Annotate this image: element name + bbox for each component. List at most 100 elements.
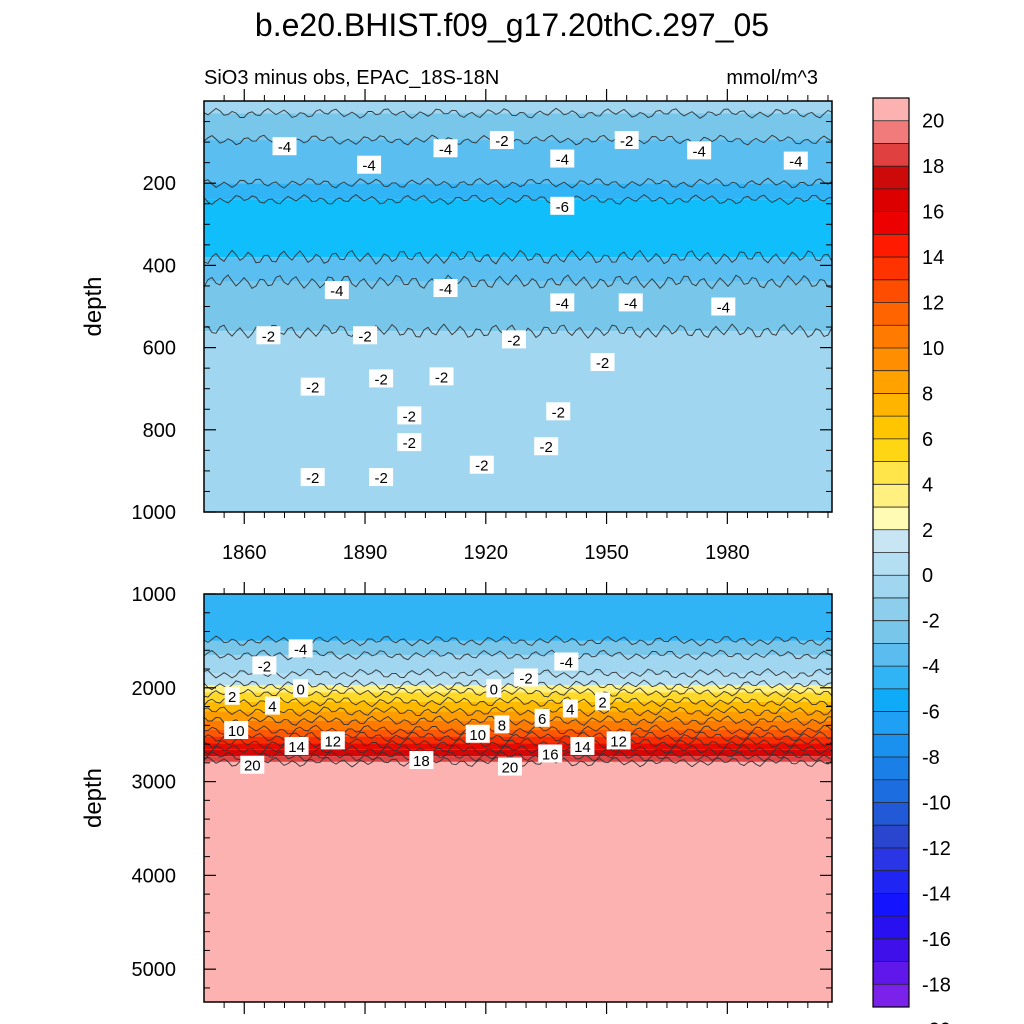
colorbar-swatch [873,938,909,962]
contour-band [204,281,832,332]
contour-label-box [256,326,281,345]
contour-label-box [494,715,510,734]
contour-label-box [293,679,309,698]
contour-label: -2 [397,406,422,425]
contour-label-box [300,468,325,487]
x-tick-label: 1980 [705,542,750,564]
contour-line [204,715,832,727]
y-tick-label: 2000 [132,678,177,700]
contour-label-box [711,297,736,316]
colorbar-label: -4 [922,656,940,678]
colorbar-swatch [873,98,909,122]
contour-label-text: -4 [556,152,569,169]
contour-label: 18 [409,751,434,770]
colorbar-label: 6 [922,429,933,451]
colorbar-label: -20 [922,1020,951,1024]
y-tick-label: 1000 [132,502,177,524]
contour-label: 10 [465,724,490,744]
contour-line [204,194,832,206]
colorbar-swatch [873,529,909,553]
contour-band [204,749,832,757]
contour-label: -4 [711,297,736,317]
colorbar-swatch [873,802,909,826]
contour-label-text: -2 [403,435,416,452]
contour-band [204,761,832,1002]
contour-line [204,737,832,749]
contour-label-text: -4 [556,295,569,312]
contour-label-text: 8 [498,717,506,734]
contour-label-box [300,377,325,396]
contour-label-text: -4 [439,281,452,298]
contour-label-text: 0 [296,681,304,698]
contour-label-box [783,151,808,170]
colorbar-swatch [873,438,909,462]
contour-label-box [429,367,454,386]
contour-band [204,736,832,744]
colorbar-swatch [873,847,909,872]
contour-label-text: -4 [294,641,307,658]
plot-frame [203,593,833,1003]
contour-label-text: -2 [519,670,532,687]
colorbar-label: 20 [922,111,944,133]
contour-band [204,331,832,512]
contour-label: 12 [320,731,345,750]
colorbar-label: 18 [922,156,944,178]
colorbar-swatch [873,416,909,440]
contour-label-box [614,131,639,150]
contour-band [204,654,832,674]
contour-label: -4 [554,652,579,672]
colorbar-label: -10 [922,792,951,814]
contour-label-text: -4 [362,158,375,175]
contour-label: -2 [534,437,559,456]
contour-label: 0 [486,679,502,698]
colorbar-label: 8 [922,383,933,405]
contour-label: 6 [534,708,550,728]
contour-label: -2 [546,402,571,421]
colorbar-label: -16 [922,929,951,951]
contour-label-box [353,326,378,345]
contour-label-text: 18 [413,753,430,770]
contour-label-text: -2 [475,458,488,475]
contour-label: -2 [501,330,526,349]
contour-label: -2 [469,455,494,475]
contour-label-text: -4 [330,283,343,300]
contour-line [204,107,832,119]
colorbar-swatch [873,825,909,849]
contour-label-text: -4 [278,139,291,156]
contour-label-box [618,293,643,312]
contour-label: -2 [397,433,422,452]
colorbar-label: -14 [922,883,951,905]
contour-label-box [324,281,349,300]
contour-label: -2 [614,131,639,150]
contour-label-box [538,744,563,763]
colorbar-swatch [873,916,909,940]
contour-label: -2 [369,468,394,487]
colorbar-label: -12 [922,838,951,860]
contour-label-box [546,402,571,421]
contour-label-text: -2 [552,404,565,421]
contour-label-text: 16 [542,746,559,763]
colorbar-swatch [873,325,909,349]
contour-label-text: 20 [244,758,261,775]
contour-label-box [320,731,345,750]
chart-subtitle-left: SiO3 minus obs, EPAC_18S-18N [204,67,499,89]
colorbar-label: 0 [922,565,933,587]
contour-label: 20 [497,757,522,777]
colorbar-swatch [873,757,909,781]
colorbar-swatch [873,870,909,894]
contour-label-text: -2 [540,439,553,456]
contour-label-text: -2 [258,658,271,675]
y-tick-label: 1000 [132,584,177,606]
contour-label-text: -6 [556,199,569,216]
contour-band [204,684,832,693]
contour-label: 14 [284,736,309,756]
contour-label: -2 [429,367,454,386]
y-tick-label: 600 [143,338,176,360]
contour-label-box [486,679,502,698]
colorbar-swatch [873,575,909,599]
contour-label-box [369,468,394,487]
panel-lower: -4 -2 -4 -2 0 0 2 2 4 4 6 8 10 10 12 12 14 14 16 18 20 20 1000… [80,582,833,1014]
contour-label-box [550,196,575,215]
